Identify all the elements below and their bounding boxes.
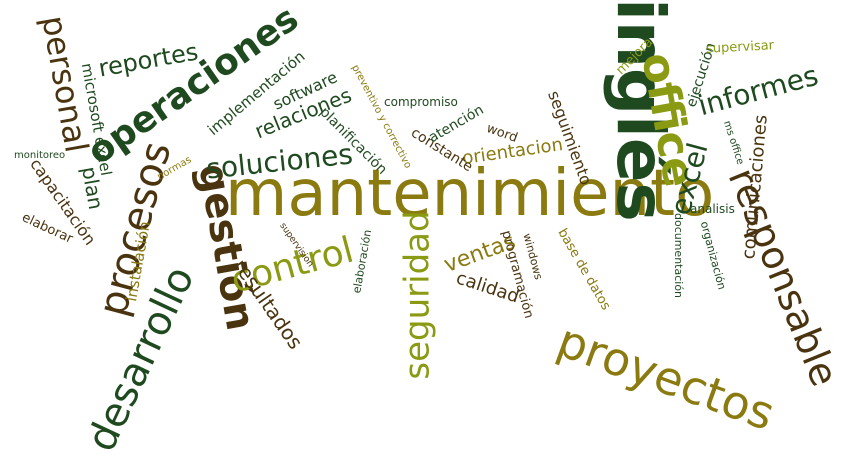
word-seguridad: seguridad (397, 210, 438, 380)
word-documentacion: documentación (672, 212, 686, 299)
word-organizacion: organización (697, 219, 729, 292)
word-monitoreo: monitoreo (14, 150, 66, 161)
word-supervisar: supervisar (705, 38, 775, 57)
word-word: word (484, 120, 520, 147)
word-elaboracion: elaboración (350, 228, 375, 295)
word-ms-office: ms office (720, 119, 746, 167)
word-base-de-datos: base de datos (554, 226, 614, 313)
word-atencion: atención (426, 101, 487, 147)
word-responsable: responsable (719, 161, 842, 393)
word-compromiso: compromiso (384, 95, 458, 109)
word-informes: informes (694, 58, 822, 123)
word-mantenimiento: mantenimiento (225, 157, 715, 231)
word-analisis: analisis (690, 202, 735, 216)
word-proyectos: proyectos (550, 312, 782, 442)
